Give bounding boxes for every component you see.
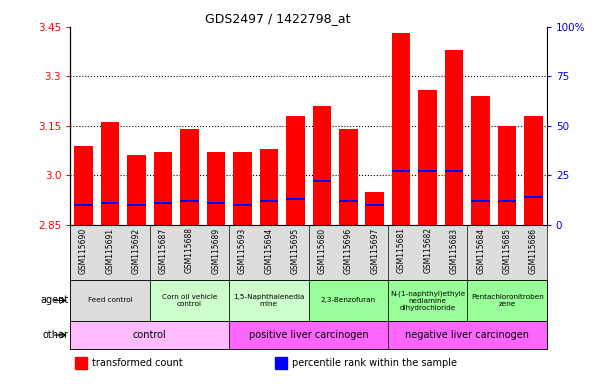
Bar xyxy=(260,149,278,225)
Text: GSM115683: GSM115683 xyxy=(450,227,459,273)
Text: GSM115686: GSM115686 xyxy=(529,227,538,273)
Text: GSM115689: GSM115689 xyxy=(211,227,221,273)
Bar xyxy=(309,280,388,321)
Bar xyxy=(419,89,437,225)
Bar xyxy=(365,192,384,225)
Text: Corn oil vehicle
control: Corn oil vehicle control xyxy=(162,294,217,307)
Bar xyxy=(313,180,331,182)
Text: GSM115693: GSM115693 xyxy=(238,227,247,274)
Text: negative liver carcinogen: negative liver carcinogen xyxy=(406,330,529,340)
Text: control: control xyxy=(133,330,167,340)
Bar xyxy=(445,170,463,172)
Text: Feed control: Feed control xyxy=(87,298,133,303)
Bar xyxy=(445,50,463,225)
Bar xyxy=(524,196,543,198)
Text: GDS2497 / 1422798_at: GDS2497 / 1422798_at xyxy=(205,12,351,25)
Bar xyxy=(101,122,119,225)
Bar xyxy=(286,116,305,225)
Bar xyxy=(127,204,146,206)
Text: GSM115680: GSM115680 xyxy=(317,227,326,273)
Bar xyxy=(365,204,384,206)
Bar xyxy=(154,152,172,225)
Bar xyxy=(339,129,357,225)
Text: transformed count: transformed count xyxy=(92,358,183,368)
Bar xyxy=(472,200,490,202)
Bar xyxy=(75,146,93,225)
Text: other: other xyxy=(43,330,69,340)
Bar xyxy=(180,200,199,202)
Bar xyxy=(472,96,490,225)
Text: GSM115692: GSM115692 xyxy=(132,227,141,273)
Bar xyxy=(339,200,357,202)
Bar xyxy=(70,321,229,349)
Text: GSM115682: GSM115682 xyxy=(423,227,432,273)
Text: percentile rank within the sample: percentile rank within the sample xyxy=(292,358,457,368)
Text: GSM115690: GSM115690 xyxy=(79,227,88,274)
Bar xyxy=(233,152,252,225)
Bar xyxy=(180,129,199,225)
Text: GSM115687: GSM115687 xyxy=(158,227,167,273)
Text: positive liver carcinogen: positive liver carcinogen xyxy=(249,330,368,340)
Text: GSM115695: GSM115695 xyxy=(291,227,300,274)
Bar xyxy=(467,280,547,321)
Bar xyxy=(286,198,305,200)
Bar xyxy=(419,170,437,172)
Bar xyxy=(388,280,467,321)
Text: GSM115681: GSM115681 xyxy=(397,227,406,273)
Text: GSM115694: GSM115694 xyxy=(265,227,273,274)
Bar xyxy=(229,280,309,321)
Bar xyxy=(207,202,225,204)
Bar xyxy=(207,152,225,225)
Text: GSM115697: GSM115697 xyxy=(370,227,379,274)
Bar xyxy=(127,156,145,225)
Bar xyxy=(70,280,150,321)
Bar xyxy=(524,116,543,225)
Bar xyxy=(75,204,93,206)
Bar xyxy=(233,204,252,206)
Text: GSM115691: GSM115691 xyxy=(106,227,114,273)
Bar xyxy=(275,357,287,369)
Bar xyxy=(150,280,229,321)
Text: Pentachloronitroben
zene: Pentachloronitroben zene xyxy=(470,294,544,307)
Bar xyxy=(392,170,411,172)
Text: 1,5-Naphthalenedia
mine: 1,5-Naphthalenedia mine xyxy=(233,294,304,307)
Bar xyxy=(154,202,172,204)
Text: GSM115696: GSM115696 xyxy=(344,227,353,274)
Text: 2,3-Benzofuran: 2,3-Benzofuran xyxy=(321,298,376,303)
Bar xyxy=(313,106,331,225)
Bar xyxy=(260,200,278,202)
Text: GSM115685: GSM115685 xyxy=(503,227,511,273)
Text: N-(1-naphthyl)ethyle
nediamine
dihydrochloride: N-(1-naphthyl)ethyle nediamine dihydroch… xyxy=(390,290,466,311)
Bar xyxy=(75,357,87,369)
Bar xyxy=(392,33,411,225)
Bar xyxy=(498,200,516,202)
Text: GSM115684: GSM115684 xyxy=(476,227,485,273)
Text: agent: agent xyxy=(41,295,69,306)
Bar xyxy=(101,202,119,204)
Bar xyxy=(229,321,388,349)
Bar xyxy=(388,321,547,349)
Text: GSM115688: GSM115688 xyxy=(185,227,194,273)
Bar xyxy=(498,126,516,225)
